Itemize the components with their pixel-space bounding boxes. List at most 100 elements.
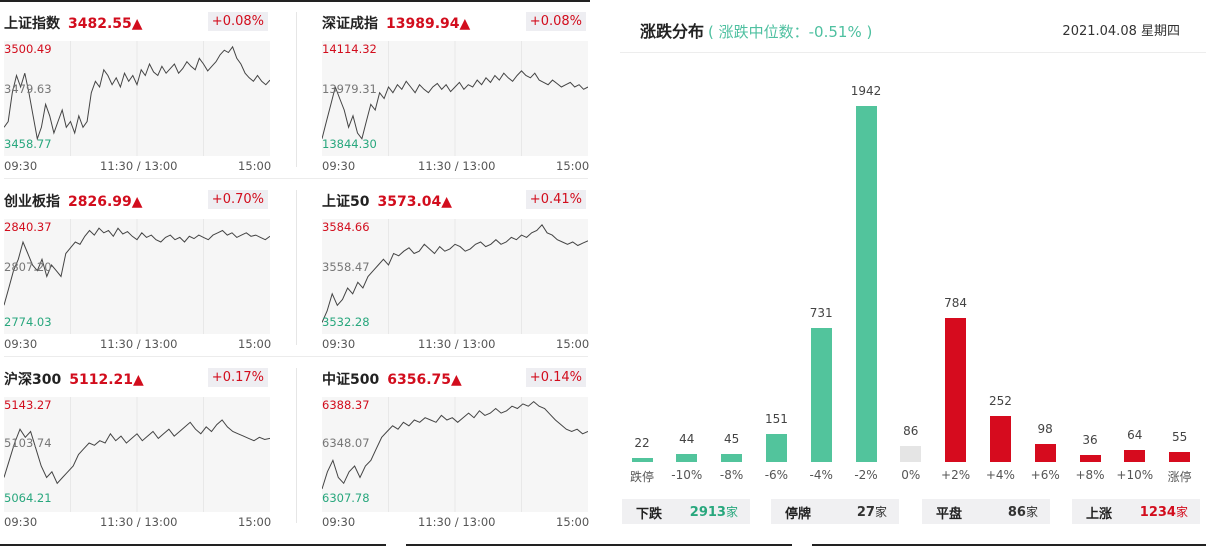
distribution-bar[interactable] — [721, 453, 743, 462]
time-start: 09:30 — [322, 337, 356, 351]
stat-value: 2913家 — [689, 505, 738, 520]
index-change-badge: +0.14% — [525, 368, 586, 387]
time-mid: 11:30 / 13:00 — [100, 159, 178, 173]
distribution-bar[interactable] — [1034, 444, 1056, 462]
price-line — [3, 45, 271, 141]
intraday-chart-svg — [321, 219, 589, 334]
panel-divider — [296, 368, 297, 523]
price-line — [321, 223, 589, 323]
bar-category-label: +4% — [985, 468, 1015, 482]
distribution-bar[interactable] — [945, 318, 967, 462]
low-label: 5064.21 — [4, 491, 52, 505]
row-divider — [4, 356, 588, 357]
bar-category-label: -6% — [764, 468, 789, 482]
median-change: ( 涨跌中位数：-0.51% ) — [708, 23, 873, 41]
high-label: 2840.37 — [4, 220, 52, 234]
intraday-chart — [3, 219, 271, 334]
price-line — [3, 227, 271, 306]
price-line — [321, 70, 589, 140]
bar-count-label: 22 — [634, 435, 650, 450]
distribution-bar[interactable] — [1124, 450, 1146, 462]
distribution-bar[interactable] — [989, 415, 1011, 462]
index-value: 13989.94▲ — [386, 16, 471, 32]
low-label: 6307.78 — [322, 491, 370, 505]
bar-count-label: 731 — [809, 305, 833, 320]
intraday-chart — [321, 397, 589, 512]
index-change-badge: +0.17% — [207, 368, 268, 387]
bar-count-label: 784 — [944, 296, 968, 311]
stat-label: 上涨 — [1086, 507, 1113, 522]
bar-count-label: 86 — [903, 424, 919, 439]
header-divider — [620, 52, 1206, 53]
index-panel-shanghai[interactable]: 上证指数 3482.55▲ +0.08% 3500.49 3479.63 3458… — [0, 4, 272, 174]
trade-date: 2021.04.08 星期四 — [1062, 24, 1180, 39]
intraday-chart-svg — [321, 397, 589, 512]
bar-category-label: -2% — [854, 468, 878, 482]
intraday-chart — [3, 397, 271, 512]
intraday-chart-svg — [321, 41, 589, 156]
panel-divider — [296, 190, 297, 345]
bar-count-label: 55 — [1171, 429, 1188, 444]
mid-label: 13979.31 — [322, 82, 377, 96]
index-panel-sse50[interactable]: 上证50 3573.04▲ +0.41% 3584.66 3558.47 3532… — [318, 182, 590, 352]
bar-category-label: 0% — [901, 468, 921, 482]
time-end: 15:00 — [238, 515, 272, 529]
distribution-title: 涨跌分布 — [640, 22, 705, 41]
bottom-border — [0, 544, 386, 546]
bar-count-label: 44 — [679, 431, 695, 446]
bar-count-label: 1942 — [850, 84, 882, 98]
intraday-chart — [321, 219, 589, 334]
distribution-bar[interactable] — [676, 453, 698, 462]
stat-label: 下跌 — [636, 507, 663, 522]
bar-category-label: 跌停 — [629, 470, 654, 484]
stat-value: 27家 — [856, 505, 887, 520]
distribution-bar[interactable] — [900, 446, 922, 462]
stat-label: 平盘 — [936, 507, 963, 522]
bar-category-label: +6% — [1030, 468, 1060, 482]
time-end: 15:00 — [556, 515, 590, 529]
intraday-chart — [321, 41, 589, 156]
row-divider — [4, 178, 588, 179]
index-change-badge: +0.70% — [207, 190, 268, 209]
index-panel-shenzhen[interactable]: 深证成指 13989.94▲ +0.08% 14114.32 13979.31 1… — [318, 4, 590, 174]
index-value: 2826.99▲ — [68, 194, 143, 210]
index-name: 上证50 — [322, 194, 370, 210]
distribution-bar[interactable] — [765, 434, 787, 462]
index-name: 中证500 — [322, 372, 380, 388]
stat-value: 86家 — [1007, 505, 1038, 520]
bar-category-label: +8% — [1075, 468, 1105, 482]
stat-unit: 家 — [1175, 505, 1188, 519]
high-label: 3500.49 — [4, 42, 52, 56]
stat-unit: 家 — [874, 505, 887, 519]
stat-label: 停牌 — [785, 507, 812, 522]
index-panel-chinext[interactable]: 创业板指 2826.99▲ +0.70% 2840.37 2807.20 2774… — [0, 182, 272, 352]
distribution-bar[interactable] — [1169, 451, 1191, 462]
index-value: 6356.75▲ — [387, 372, 462, 388]
bar-count-label: 36 — [1082, 433, 1098, 448]
bar-count-label: 252 — [988, 393, 1012, 408]
high-label: 6388.37 — [322, 398, 370, 412]
time-mid: 11:30 / 13:00 — [418, 337, 496, 351]
index-value: 3573.04▲ — [377, 194, 453, 210]
index-name: 沪深300 — [4, 372, 62, 388]
index-panel-csi300[interactable]: 沪深300 5112.21▲ +0.17% 5143.27 5103.74 506… — [0, 360, 272, 530]
distribution-bar[interactable] — [855, 106, 877, 462]
index-panel-csi500[interactable]: 中证500 6356.75▲ +0.14% 6388.37 6348.07 630… — [318, 360, 590, 530]
mid-label: 2807.20 — [4, 260, 52, 274]
distribution-bar[interactable] — [810, 327, 832, 462]
bar-count-label: 45 — [723, 431, 740, 446]
stat-box: 上涨 1234家 — [1072, 499, 1200, 524]
bottom-border — [812, 544, 1206, 546]
intraday-chart-svg — [3, 41, 271, 156]
time-start: 09:30 — [4, 337, 38, 351]
bar-category-label: +10% — [1116, 468, 1154, 482]
distribution-bar[interactable] — [1079, 455, 1101, 462]
top-border — [0, 0, 590, 2]
time-mid: 11:30 / 13:00 — [100, 515, 178, 529]
index-name: 深证成指 — [322, 16, 378, 32]
bar-category-label: -8% — [719, 468, 744, 482]
stat-box: 下跌 2913家 — [622, 499, 750, 524]
distribution-bar[interactable] — [631, 457, 653, 462]
index-name: 上证指数 — [4, 16, 60, 32]
stat-unit: 家 — [725, 505, 738, 519]
